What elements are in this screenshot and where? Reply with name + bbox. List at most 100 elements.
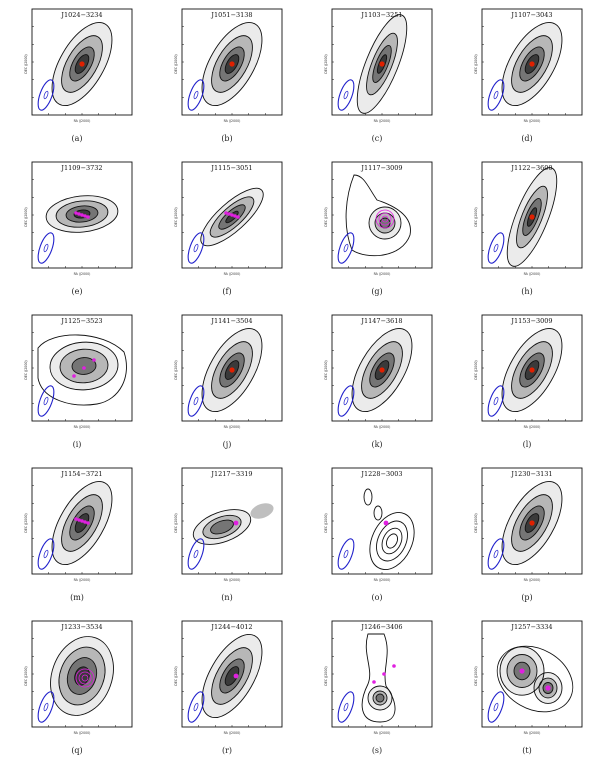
source-marker (80, 519, 84, 523)
beam-ellipse (43, 702, 49, 712)
source-marker (224, 211, 228, 215)
panel-title: J1147−3618 (360, 317, 402, 325)
source-marker (381, 215, 389, 223)
x-axis-label: RA (J2000) (374, 119, 391, 123)
y-axis-label: DEC (J2000) (324, 207, 328, 226)
source-marker (379, 61, 385, 67)
beam-ellipse (193, 396, 199, 406)
contour (496, 645, 574, 713)
panel-caption: (a) (71, 134, 83, 143)
panel-plot: J1147−3618 DEC (J2000) RA (J2000) (324, 314, 433, 429)
contour (375, 693, 385, 703)
beam-ellipse (343, 90, 349, 100)
contour (210, 519, 234, 535)
y-axis-label: DEC (J2000) (474, 513, 478, 532)
contour (224, 666, 240, 686)
contour-group (50, 636, 114, 716)
panel-plot: J1233−3534 DEC (J2000) RA (J2000) (24, 620, 133, 735)
panel-d: J1107−3043 DEC (J2000) RA (J2000) (d) (452, 2, 598, 155)
panel-title: J1115−3051 (210, 164, 252, 172)
contour-group (51, 481, 113, 565)
source-marker (233, 673, 239, 679)
y-axis-label: DEC (J2000) (24, 207, 28, 226)
source-marker (233, 214, 237, 218)
panel-title: J1244−4012 (210, 623, 252, 631)
x-axis-label: RA (J2000) (74, 731, 91, 735)
y-axis-label: DEC (J2000) (474, 207, 478, 226)
panel-title: J1117−3009 (360, 164, 402, 172)
panel-plot: J1246−3406 DEC (J2000) RA (J2000) (324, 620, 433, 735)
y-axis-label: DEC (J2000) (174, 513, 178, 532)
y-axis-label: DEC (J2000) (174, 666, 178, 685)
contour-group (345, 174, 411, 257)
panel-caption: (n) (221, 593, 233, 602)
panel-f: J1115−3051 DEC (J2000) RA (J2000) (f) (152, 155, 302, 308)
panel-title: J1257−3334 (510, 623, 552, 631)
contour (37, 334, 127, 406)
contour (363, 488, 373, 506)
x-axis-label: RA (J2000) (524, 272, 541, 276)
contour (367, 685, 393, 711)
source-marker (72, 374, 76, 378)
panel-c: J1103−3251 DEC (J2000) RA (J2000) (c) (302, 2, 452, 155)
beam-ellipse (343, 243, 349, 253)
y-axis-label: DEC (J2000) (324, 666, 328, 685)
x-axis-label: RA (J2000) (524, 731, 541, 735)
panel-g: J1117−3009 DEC (J2000) RA (J2000) (g) (302, 155, 452, 308)
source-marker (83, 520, 87, 524)
contour (250, 503, 274, 519)
panel-plot: J1257−3334 DEC (J2000) RA (J2000) (474, 620, 583, 735)
x-axis-label: RA (J2000) (374, 578, 391, 582)
beam-ellipse (493, 243, 499, 253)
panel-plot: J1228−3003 DEC (J2000) RA (J2000) (324, 467, 433, 582)
y-axis-label: DEC (J2000) (24, 360, 28, 379)
panel-caption: (f) (222, 287, 232, 296)
panel-a: J1024−3234 DEC (J2000) RA (J2000) (a) (2, 2, 152, 155)
x-axis-label: RA (J2000) (374, 425, 391, 429)
source-marker (529, 367, 535, 373)
panel-caption: (q) (71, 746, 83, 755)
source-marker (229, 61, 235, 67)
source-marker (392, 664, 396, 668)
panel-caption: (c) (371, 134, 383, 143)
beam-ellipse (337, 385, 355, 417)
source-marker (77, 518, 81, 522)
panel-plot: J1107−3043 DEC (J2000) RA (J2000) (474, 8, 583, 123)
source-marker (82, 366, 86, 370)
source-marker (75, 668, 95, 688)
panel-caption: (j) (222, 440, 232, 449)
beam-ellipse (343, 549, 349, 559)
source-marker (230, 213, 234, 217)
source-marker (79, 61, 85, 67)
source-marker (74, 517, 78, 521)
panel-title: J1154−3721 (60, 470, 102, 478)
beam-ellipse (37, 79, 55, 111)
panel-h: J1122−3600 DEC (J2000) RA (J2000) (h) (452, 155, 598, 308)
panel-q: J1233−3534 DEC (J2000) RA (J2000) (q) (2, 614, 152, 767)
beam-ellipse (487, 385, 505, 417)
contour (361, 633, 396, 723)
source-marker (545, 685, 551, 691)
beam-ellipse (337, 232, 355, 264)
panel-title: J1103−3251 (360, 11, 402, 19)
beam-ellipse (43, 243, 49, 253)
panel-title: J1141−3504 (210, 317, 252, 325)
source-marker (74, 211, 78, 215)
x-axis-label: RA (J2000) (74, 425, 91, 429)
contour (381, 527, 403, 555)
beam-ellipse (487, 691, 505, 723)
panel-e: J1109−3732 DEC (J2000) RA (J2000) (e) (2, 155, 152, 308)
contour (192, 509, 252, 545)
beam-ellipse (493, 90, 499, 100)
panel-title: J1024−3234 (60, 11, 102, 19)
panel-caption: (m) (70, 593, 84, 602)
contour-group (200, 187, 264, 247)
panel-title: J1122−3600 (510, 164, 552, 172)
panel-title: J1125−3523 (60, 317, 102, 325)
panel-caption: (t) (522, 746, 532, 755)
y-axis-label: DEC (J2000) (324, 360, 328, 379)
source-marker (86, 521, 90, 525)
source-marker (227, 212, 231, 216)
y-axis-label: DEC (J2000) (324, 54, 328, 73)
y-axis-label: DEC (J2000) (24, 513, 28, 532)
